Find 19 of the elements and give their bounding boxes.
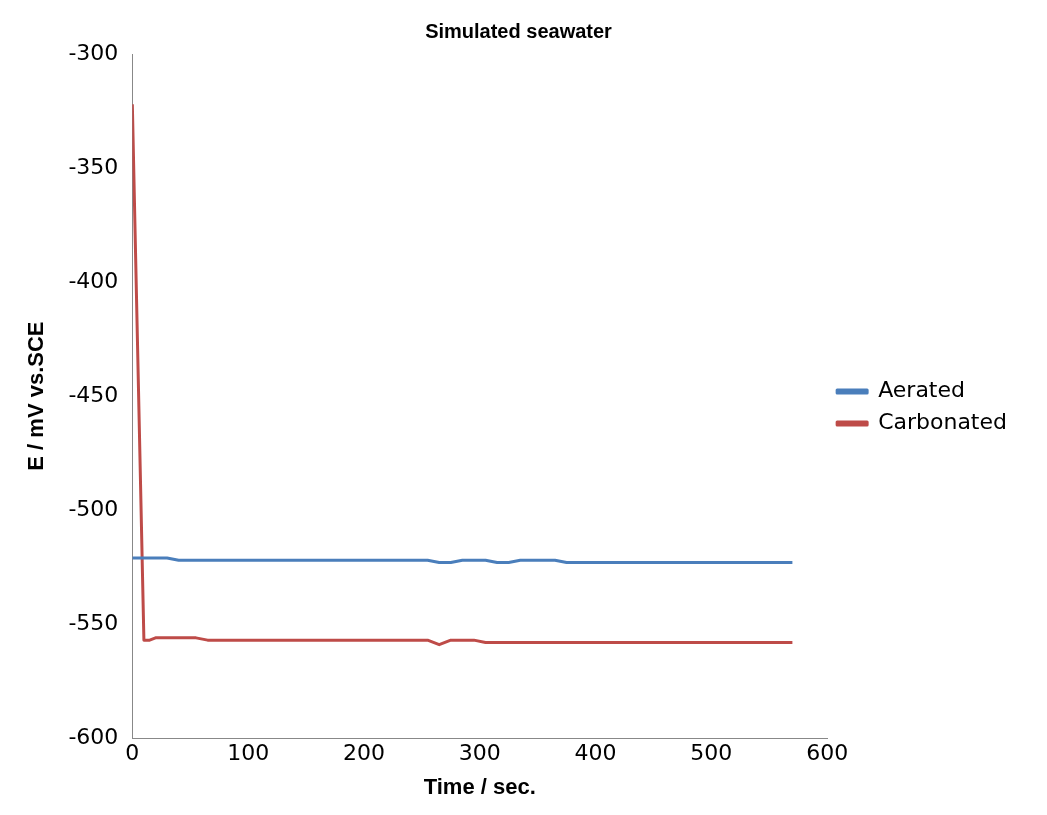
x-tick-label: 400 <box>574 740 617 766</box>
y-tick-label: -300 <box>68 39 119 65</box>
chart-title: Simulated seawater <box>425 19 613 42</box>
legend-label: Carbonated <box>878 409 1008 435</box>
x-tick-label: 200 <box>342 740 385 766</box>
y-tick-label: -350 <box>68 153 119 179</box>
y-axis-title: E / mV vs.SCE <box>23 321 49 471</box>
x-tick-label: 0 <box>125 740 140 766</box>
x-tick-label: 600 <box>806 740 849 766</box>
legend-label: Aerated <box>878 377 965 403</box>
x-axis-title: Time / sec. <box>423 773 536 799</box>
x-tick-label: 300 <box>458 740 501 766</box>
y-tick-label: -550 <box>68 609 119 635</box>
y-tick-label: -450 <box>68 381 119 407</box>
y-tick-label: -400 <box>68 267 119 293</box>
x-tick-label: 100 <box>227 740 270 766</box>
y-tick-label: -500 <box>68 495 119 521</box>
x-tick-label: 500 <box>690 740 733 766</box>
y-tick-label: -600 <box>68 723 119 749</box>
